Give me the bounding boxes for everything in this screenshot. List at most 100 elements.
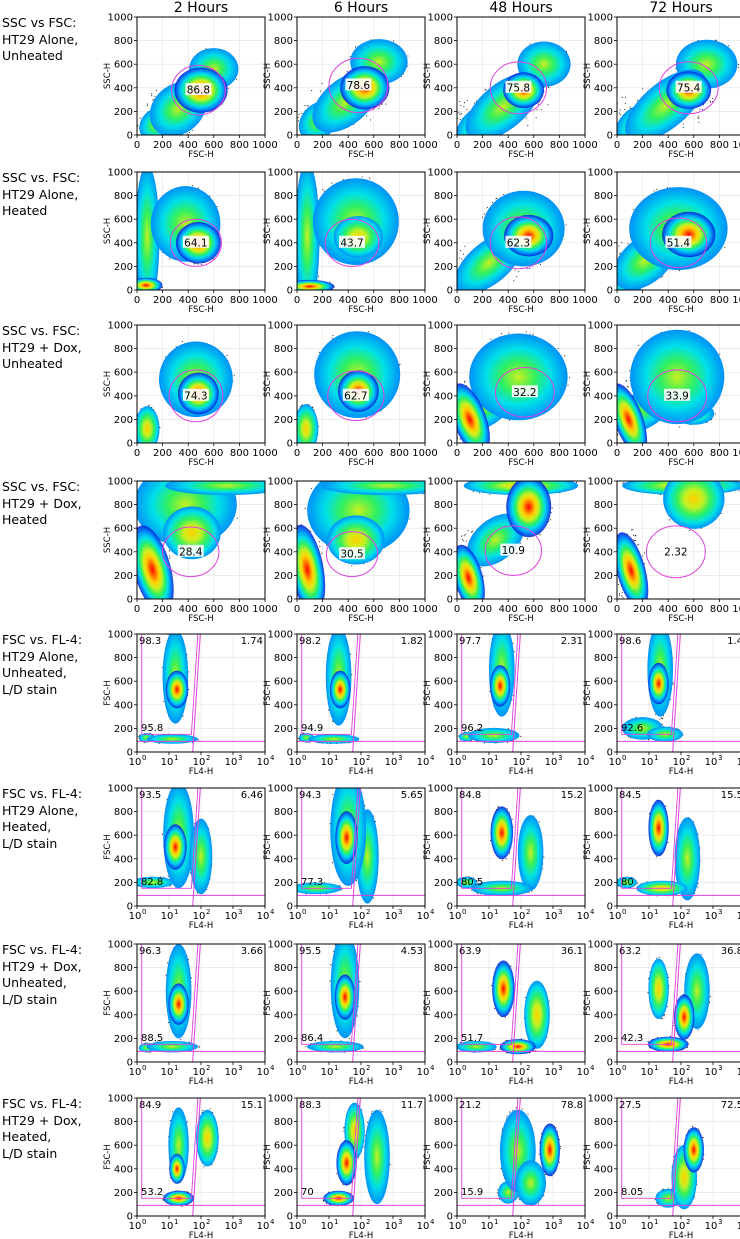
event-dot bbox=[463, 540, 465, 542]
event-dot bbox=[309, 451, 310, 452]
gate-percentage: 86.8 bbox=[187, 85, 210, 97]
event-dot bbox=[624, 136, 625, 137]
event-dot bbox=[689, 478, 690, 479]
event-dot bbox=[295, 265, 296, 266]
row-label: SSC vs. FSC: HT29 + Dox, Unheated bbox=[2, 323, 100, 373]
gate-label-background bbox=[339, 235, 366, 248]
event-dot bbox=[304, 444, 305, 445]
y-tick-label: 600 bbox=[274, 215, 293, 226]
event-dot bbox=[473, 102, 475, 104]
event-dot bbox=[719, 353, 721, 355]
event-dot bbox=[321, 552, 323, 554]
event-dot bbox=[341, 469, 342, 470]
event-dot bbox=[460, 113, 462, 115]
x-tick-label: 200 bbox=[313, 604, 332, 615]
row-label-line: Unheated bbox=[2, 48, 63, 63]
event-dot bbox=[565, 224, 567, 226]
event-dot bbox=[453, 281, 454, 282]
y-tick-label: 1000 bbox=[268, 13, 293, 24]
event-dot bbox=[656, 188, 658, 190]
y-tick-label: 1000 bbox=[428, 168, 453, 179]
event-dot bbox=[191, 478, 192, 479]
event-dot bbox=[318, 351, 321, 353]
event-dot bbox=[320, 291, 321, 292]
event-dot bbox=[525, 331, 527, 333]
event-dot bbox=[529, 43, 531, 45]
event-dot bbox=[470, 610, 471, 611]
gate-label-background bbox=[675, 80, 702, 93]
gate-ellipse bbox=[168, 369, 224, 423]
event-dot bbox=[236, 479, 237, 480]
event-dot bbox=[698, 115, 700, 117]
x-tick-label: 600 bbox=[364, 140, 383, 151]
flow-plot-panel: 33.90200400600800100002004006008001000FS… bbox=[583, 321, 740, 468]
x-tick-label: 600 bbox=[204, 295, 223, 306]
event-dot bbox=[479, 291, 480, 292]
x-axis-label: FSC-H bbox=[348, 305, 374, 315]
x-tick-label: 400 bbox=[179, 295, 198, 306]
event-dot bbox=[686, 477, 687, 478]
gate-percentage: 75.8 bbox=[507, 82, 530, 94]
x-tick-label: 800 bbox=[710, 140, 729, 151]
event-dot bbox=[618, 594, 621, 596]
event-dot bbox=[678, 270, 681, 272]
flow-plot-panel: 2.320200400600800100002004006008001000FS… bbox=[583, 476, 740, 624]
event-dot bbox=[643, 563, 645, 565]
plot-frame bbox=[616, 16, 740, 136]
event-dot bbox=[490, 338, 492, 340]
x-axis-label: FSC-H bbox=[508, 305, 534, 315]
event-dot bbox=[312, 291, 313, 292]
density-population bbox=[617, 383, 648, 443]
x-tick-label: 200 bbox=[153, 604, 172, 615]
event-dot bbox=[461, 539, 464, 541]
event-dot bbox=[557, 348, 559, 350]
event-dot bbox=[629, 292, 630, 293]
event-dot bbox=[689, 529, 691, 532]
event-dot bbox=[529, 267, 531, 270]
event-dot bbox=[452, 277, 453, 278]
x-tick-label: 0 bbox=[614, 604, 620, 615]
event-dot bbox=[698, 121, 700, 123]
event-dot bbox=[160, 467, 161, 468]
plot-frame bbox=[456, 171, 586, 291]
event-dot bbox=[304, 300, 305, 301]
row-label-line: FSC vs. FL-4: bbox=[2, 942, 83, 957]
gate-ellipse bbox=[484, 525, 542, 576]
x-tick-label: 400 bbox=[339, 448, 358, 459]
event-dot bbox=[227, 87, 229, 89]
gate-ellipse bbox=[324, 218, 380, 267]
event-dot bbox=[292, 561, 293, 562]
row-label: SSC vs. FSC: HT29 Alone, Heated bbox=[2, 170, 100, 220]
event-dot bbox=[153, 292, 154, 293]
x-tick-label: 600 bbox=[684, 604, 703, 615]
x-tick-label: 600 bbox=[524, 295, 543, 306]
event-dot bbox=[482, 216, 484, 218]
y-tick-label: 1000 bbox=[588, 168, 613, 179]
event-dot bbox=[177, 477, 178, 478]
event-dot bbox=[455, 119, 456, 120]
event-dot bbox=[485, 89, 487, 91]
gate-ellipse bbox=[649, 217, 708, 269]
gate-label-background bbox=[185, 83, 212, 96]
event-dot bbox=[209, 195, 211, 197]
row-label-line: HT29 + Dox, bbox=[2, 1112, 82, 1128]
event-dot bbox=[355, 474, 356, 475]
y-tick-label: 400 bbox=[594, 547, 613, 558]
event-dot bbox=[678, 476, 679, 477]
x-tick-label: 200 bbox=[633, 448, 652, 459]
y-axis-label: SSC-H bbox=[263, 527, 273, 553]
event-dot bbox=[537, 103, 539, 105]
gate-percentage: 75.4 bbox=[677, 82, 701, 94]
y-tick-label: 600 bbox=[434, 524, 453, 535]
row-label-line: SSC vs. FSC: bbox=[2, 170, 81, 185]
event-dot bbox=[313, 602, 314, 603]
event-dot bbox=[152, 292, 153, 293]
x-tick-label: 1000 bbox=[252, 448, 277, 459]
y-tick-label: 0 bbox=[127, 286, 133, 297]
event-dot bbox=[135, 280, 136, 281]
gate-label-background bbox=[511, 385, 538, 398]
event-dot bbox=[319, 545, 321, 547]
y-axis-label: SSC-H bbox=[583, 527, 593, 553]
event-dot bbox=[632, 539, 634, 541]
x-tick-label: 400 bbox=[499, 140, 518, 151]
